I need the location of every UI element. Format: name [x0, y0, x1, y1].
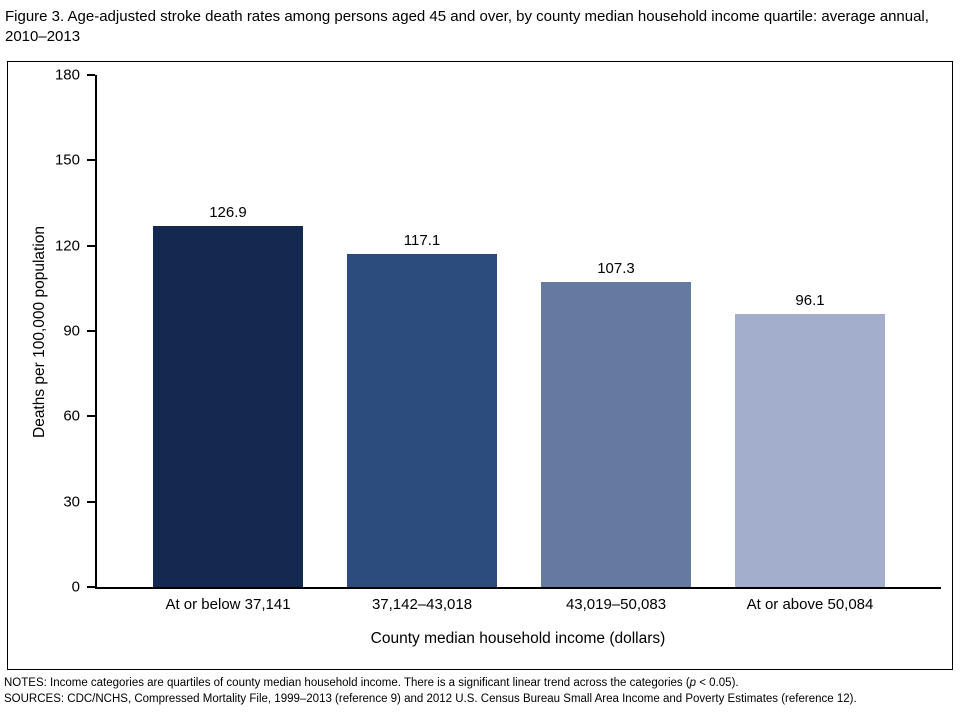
- notes-text-suffix: < 0.05).: [696, 677, 739, 689]
- y-tick-mark: [87, 159, 95, 162]
- x-axis-title: County median household income (dollars): [370, 630, 666, 647]
- bar-value-label: 126.9: [209, 204, 247, 222]
- y-tick-mark: [87, 500, 95, 503]
- notes-text: NOTES: Income categories are quartiles o…: [4, 677, 690, 689]
- bar-value-label: 96.1: [795, 291, 825, 309]
- plot-area: 0 30 60 90 120 150 180 126.9 At or below 37,141 1…: [55, 67, 941, 613]
- y-tick-label: 30: [63, 493, 80, 511]
- y-tick-label: 150: [54, 151, 80, 169]
- y-tick-mark: [87, 415, 95, 418]
- y-tick-mark: [87, 330, 95, 332]
- y-tick-label: 120: [54, 237, 80, 255]
- notes-line: NOTES: Income categories are quartiles o…: [4, 675, 959, 691]
- x-tick-label: At or below 37,141: [165, 596, 291, 613]
- sources-line: SOURCES: CDC/NCHS, Compressed Mortality …: [4, 693, 857, 706]
- bar: [153, 226, 303, 587]
- bar-slot: 96.1 At or above 50,084: [713, 75, 907, 613]
- y-tick-mark: [87, 586, 95, 588]
- x-tick-label: 43,019–50,083: [565, 596, 667, 613]
- y-tick-mark: [87, 74, 95, 76]
- bar: [735, 313, 885, 587]
- bar-slot: 126.9 At or below 37,141: [131, 75, 325, 613]
- bar: [541, 281, 691, 587]
- x-tick-label: 37,142–43,018: [371, 596, 473, 613]
- x-tick-label: At or above 50,084: [746, 596, 874, 613]
- y-tick-label: 90: [63, 322, 80, 340]
- y-tick-label: 180: [54, 66, 80, 84]
- notes-block: NOTES: Income categories are quartiles o…: [4, 675, 959, 708]
- y-tick-mark: [87, 244, 95, 247]
- y-tick-label: 0: [71, 578, 80, 596]
- chart-frame: Deaths per 100,000 population 0 30 60 90 120…: [7, 61, 953, 670]
- bar-value-label: 117.1: [403, 231, 441, 249]
- bar: [347, 253, 497, 587]
- bar-slot: 107.3 43,019–50,083: [519, 75, 713, 613]
- y-tick-label: 60: [63, 407, 80, 425]
- y-axis-title: Deaths per 100,000 population: [31, 226, 48, 438]
- bar-slot: 117.1 37,142–43,018: [325, 75, 519, 613]
- notes-italic-p: p: [689, 677, 697, 689]
- figure-title: Figure 3. Age-adjusted stroke death rate…: [5, 8, 929, 46]
- bar-value-label: 107.3: [597, 259, 635, 277]
